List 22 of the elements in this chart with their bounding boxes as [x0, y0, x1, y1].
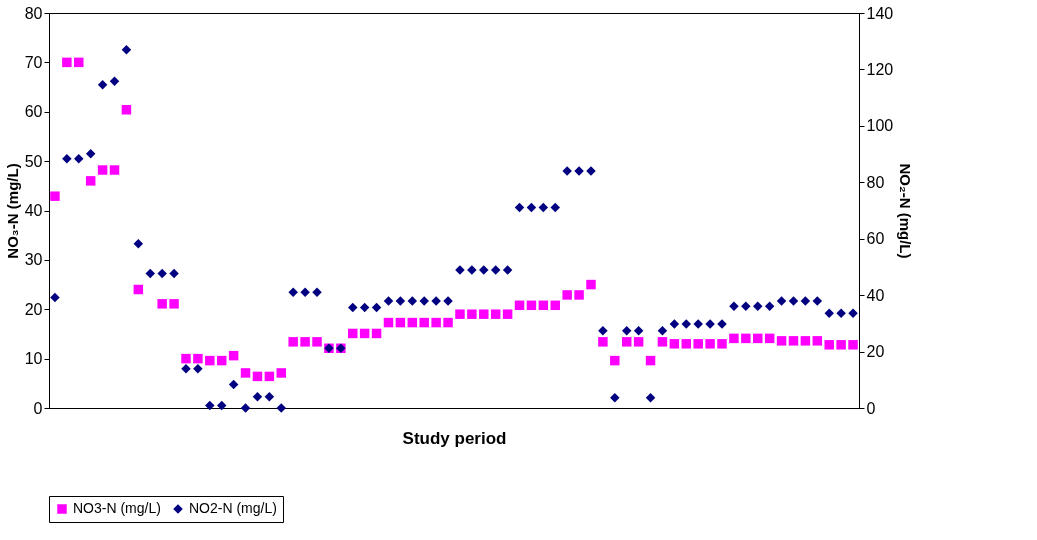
legend-label: NO2-N (mg/L) — [189, 500, 277, 516]
y-tick-label: 50 — [24, 152, 43, 170]
y2-tick-label: 80 — [866, 173, 885, 191]
y-tick-label: 70 — [24, 53, 43, 71]
y2-tick-label: 120 — [866, 60, 894, 78]
y2-axis-title: NO₂-N (mg/L) — [897, 163, 915, 259]
legend-label: NO3-N (mg/L) — [73, 500, 161, 516]
y-tick-label: 80 — [24, 4, 43, 22]
x-axis-title: Study period — [402, 428, 507, 448]
y2-tick-label: 140 — [866, 4, 894, 22]
y2-tick-label: 0 — [866, 399, 876, 417]
y2-tick-label: 100 — [866, 117, 894, 135]
y-axis-title: NO₃-N (mg/L) — [3, 163, 21, 259]
y-tick-label: 10 — [24, 350, 43, 368]
y-tick-label: 0 — [33, 399, 43, 417]
y2-tick-label: 40 — [866, 286, 885, 304]
y-tick-label: 40 — [24, 202, 43, 219]
y-tick-label: 20 — [24, 300, 43, 318]
y2-tick-label: 60 — [866, 230, 885, 248]
y-tick-label: 30 — [24, 251, 43, 269]
y2-tick-label: 20 — [866, 343, 885, 361]
y-tick-label: 60 — [24, 103, 43, 121]
